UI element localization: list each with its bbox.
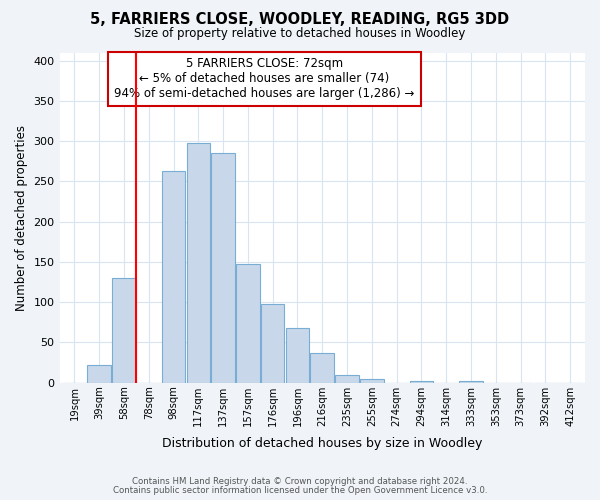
Bar (261, 304, 284, 382)
Text: Contains HM Land Registry data © Crown copyright and database right 2024.: Contains HM Land Registry data © Crown c… (132, 477, 468, 486)
Bar (236, 264, 260, 382)
Bar (310, 353, 334, 382)
Bar (162, 171, 185, 382)
Text: 5 FARRIERS CLOSE: 72sqm
← 5% of detached houses are smaller (74)
94% of semi-det: 5 FARRIERS CLOSE: 72sqm ← 5% of detached… (114, 58, 415, 100)
Text: Contains public sector information licensed under the Open Government Licence v3: Contains public sector information licen… (113, 486, 487, 495)
Bar (410, 381, 433, 382)
Y-axis label: Number of detached properties: Number of detached properties (15, 124, 28, 310)
X-axis label: Distribution of detached houses by size in Woodley: Distribution of detached houses by size … (162, 437, 482, 450)
Bar (335, 376, 359, 382)
Text: Size of property relative to detached houses in Woodley: Size of property relative to detached ho… (134, 28, 466, 40)
Bar (211, 153, 235, 382)
Text: 5, FARRIERS CLOSE, WOODLEY, READING, RG5 3DD: 5, FARRIERS CLOSE, WOODLEY, READING, RG5… (91, 12, 509, 28)
Bar (88, 365, 111, 382)
Bar (112, 278, 136, 382)
Bar (459, 381, 483, 382)
Bar (286, 328, 309, 382)
Bar (187, 142, 210, 382)
Bar (360, 378, 383, 382)
